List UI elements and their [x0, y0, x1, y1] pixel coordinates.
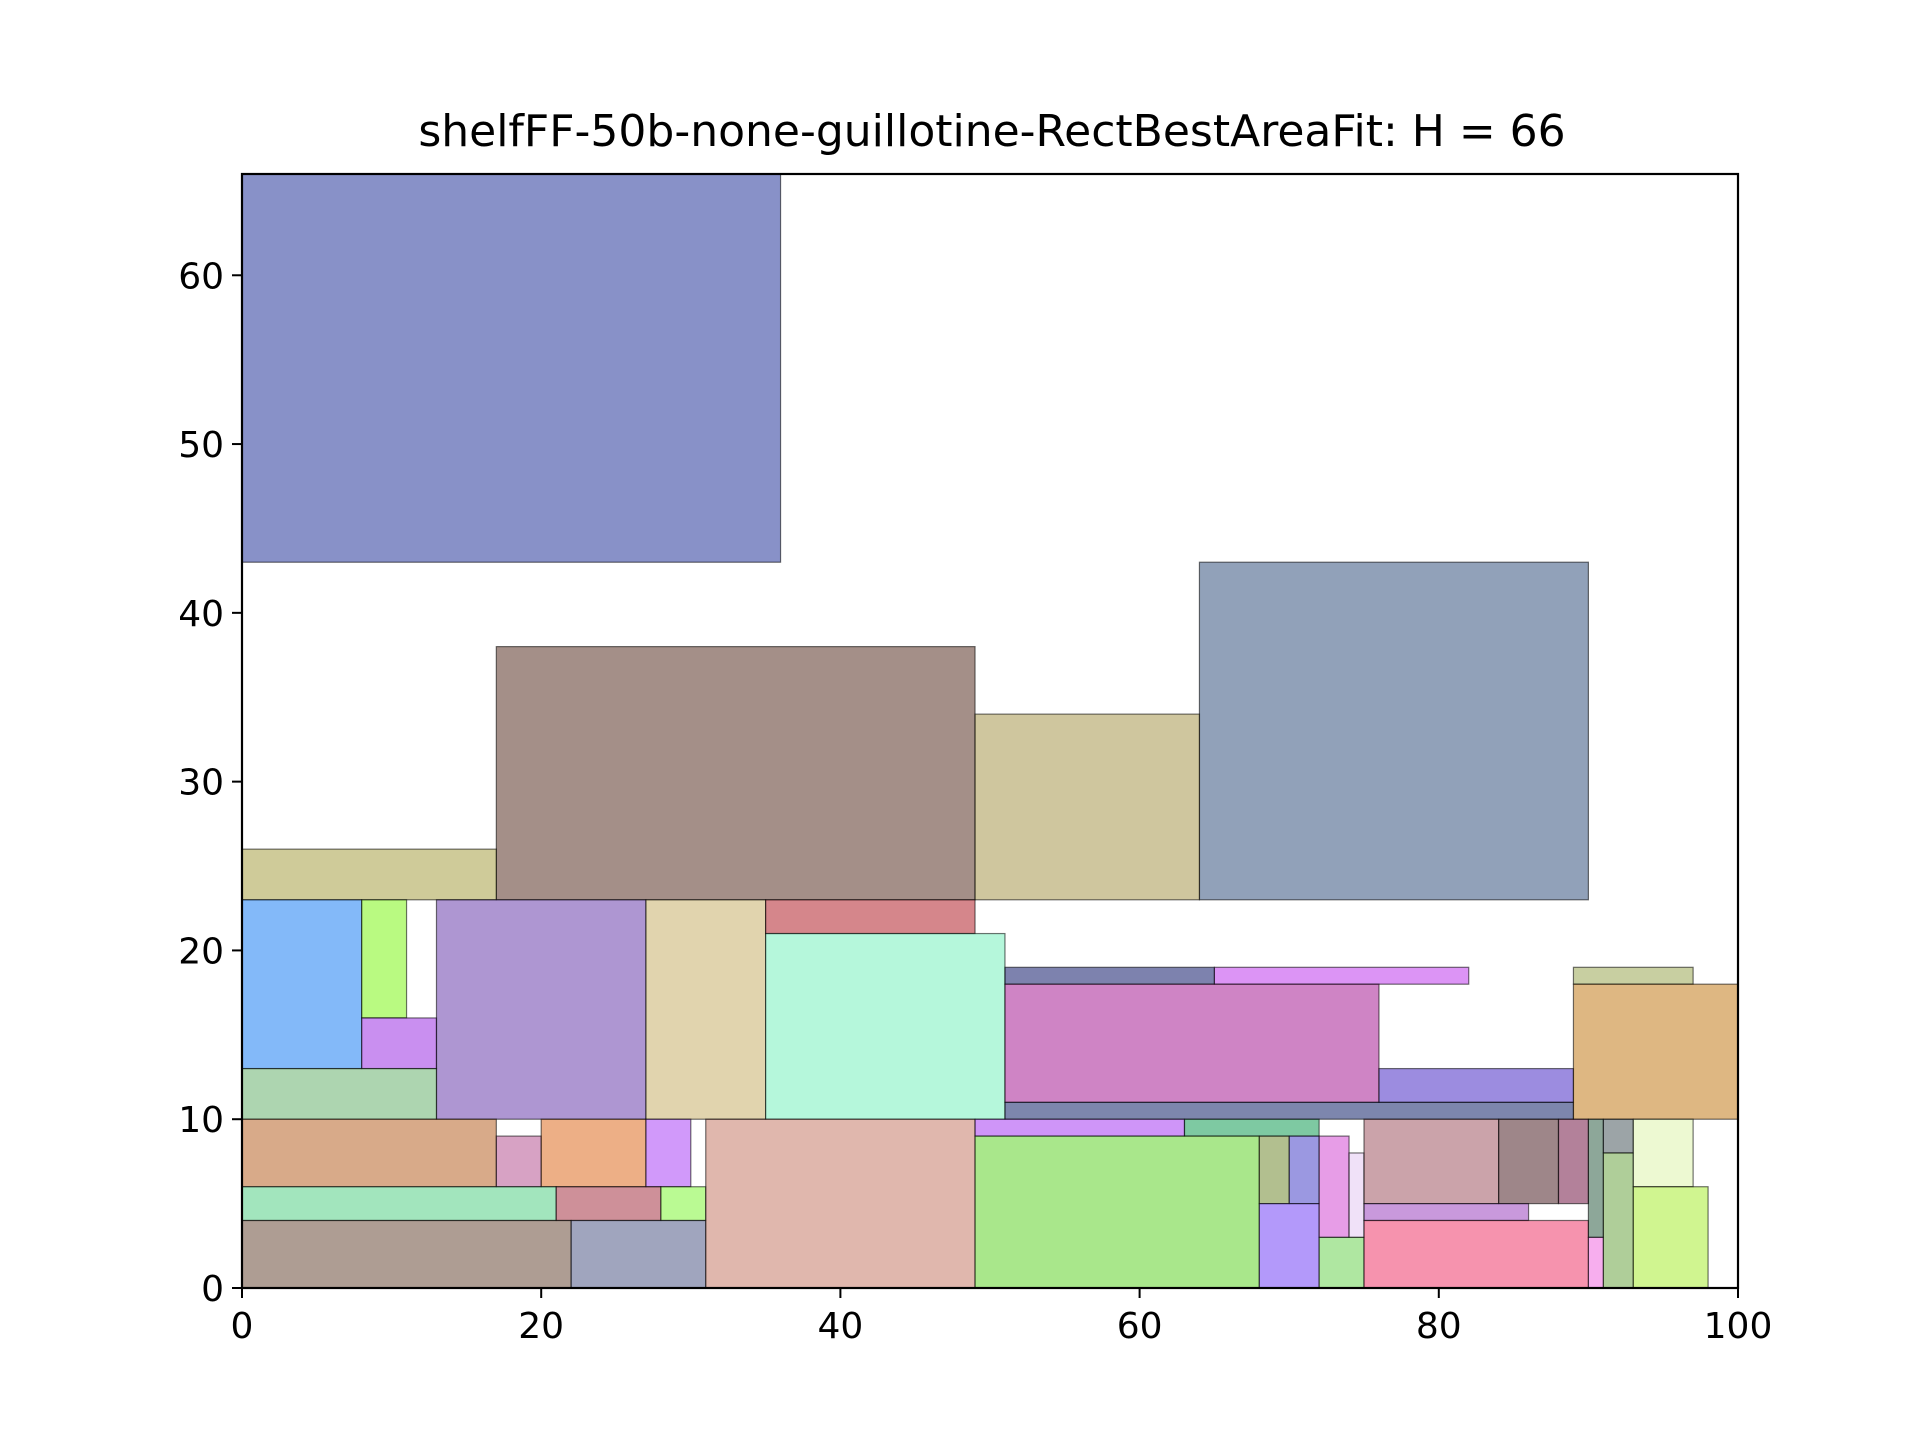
packed-rect-32	[974, 1135, 1260, 1289]
packed-rect-17	[1004, 1101, 1575, 1120]
packed-rect-13	[1004, 966, 1216, 985]
packed-rect-35	[1258, 1203, 1320, 1289]
packed-rect-40	[1498, 1118, 1560, 1205]
packed-rect-23	[645, 1118, 692, 1188]
packed-rect-27	[241, 1219, 572, 1289]
packed-rect-20	[241, 1118, 497, 1188]
packed-rect-4	[241, 848, 497, 901]
packed-rect-28	[570, 1219, 707, 1289]
packed-rect-24	[241, 1186, 557, 1222]
chart-title: shelfFF-50b-none-guillotine-RectBestArea…	[418, 106, 1565, 157]
packed-rect-10	[764, 899, 976, 935]
packed-rect-6	[361, 899, 408, 1019]
y-tick-label: 20	[178, 931, 224, 972]
packed-rect-30	[974, 1118, 1186, 1137]
packed-rect-12	[241, 1067, 438, 1120]
packed-rect-9	[645, 899, 767, 1120]
packed-rect-0	[241, 173, 782, 563]
packed-rect-48	[1632, 1118, 1694, 1188]
x-tick-label: 100	[1704, 1306, 1773, 1347]
packed-rect-19	[1572, 983, 1739, 1120]
x-tick-label: 40	[817, 1306, 863, 1347]
y-tick-label: 30	[178, 763, 224, 804]
packed-rect-14	[1213, 966, 1470, 985]
x-axis: 0 20 40 60 80 100	[231, 1288, 1773, 1347]
packed-rect-39	[1363, 1118, 1500, 1205]
packed-rect-37	[1348, 1152, 1365, 1238]
axes-frame	[240, 172, 1740, 1290]
packed-rect-5	[241, 899, 363, 1070]
packed-rect-43	[1363, 1219, 1589, 1289]
x-tick-label: 0	[231, 1306, 254, 1347]
y-tick-label: 60	[178, 256, 224, 297]
y-tick-label: 40	[178, 594, 224, 635]
y-tick-label: 10	[178, 1100, 224, 1141]
packed-rect-47	[1602, 1152, 1634, 1289]
y-tick-label: 0	[201, 1269, 224, 1310]
x-tick-label: 60	[1117, 1306, 1163, 1347]
packed-rect-16	[1378, 1067, 1575, 1103]
packed-rect-18	[1572, 966, 1694, 985]
x-tick-label: 80	[1416, 1306, 1462, 1347]
packed-rect-8	[435, 899, 647, 1120]
packed-rect-7	[361, 1017, 438, 1070]
packed-rect-42	[1363, 1203, 1530, 1222]
packed-rect-34	[1288, 1135, 1320, 1205]
y-axis: 0 10 20 30 40 50 60	[178, 256, 242, 1310]
packed-rect-41	[1557, 1118, 1589, 1205]
packed-rect-44	[1587, 1118, 1604, 1238]
packed-rect-22	[540, 1118, 647, 1188]
packed-rect-45	[1602, 1118, 1634, 1154]
packed-rect-26	[660, 1186, 707, 1222]
packed-rect-38	[1318, 1236, 1365, 1289]
packed-rect-29	[705, 1118, 976, 1289]
packed-rect-21	[495, 1135, 542, 1188]
packed-rect-3	[974, 713, 1201, 901]
packed-rect-11	[764, 932, 1006, 1120]
y-tick-label: 50	[178, 425, 224, 466]
packed-rect-46	[1587, 1236, 1604, 1289]
packed-rect-15	[1004, 983, 1380, 1103]
packed-rect-2	[495, 646, 976, 901]
packed-rect-25	[555, 1186, 662, 1222]
packed-rect-33	[1258, 1135, 1290, 1205]
packed-rect-31	[1183, 1118, 1320, 1137]
x-tick-label: 20	[518, 1306, 564, 1347]
packed-rectangles	[241, 173, 1739, 1289]
packed-rect-49	[1632, 1186, 1709, 1289]
packed-rect-36	[1318, 1135, 1350, 1238]
packed-rect-1	[1198, 561, 1589, 901]
